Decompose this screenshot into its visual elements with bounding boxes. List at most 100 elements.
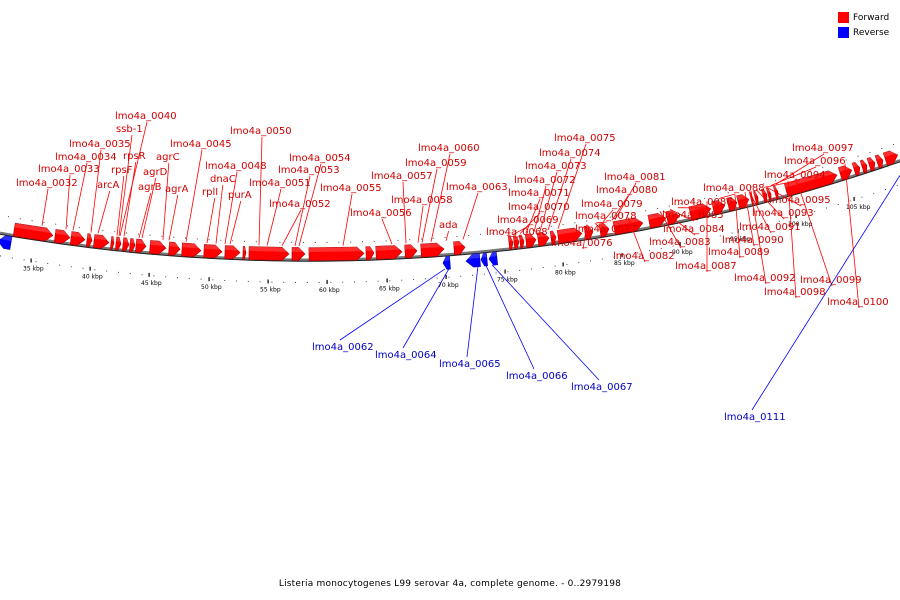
legend-forward: Forward: [838, 10, 889, 25]
minor-tick: [472, 274, 473, 276]
tick-label: 90 kbp: [672, 249, 693, 256]
minor-tick: [224, 279, 226, 281]
forward-gene[interactable]: [726, 196, 739, 212]
forward-gene[interactable]: [149, 240, 167, 255]
upper-minor-tick: [598, 218, 599, 220]
forward-gene[interactable]: [837, 164, 853, 181]
reverse-swatch: [838, 27, 849, 38]
forward-gene[interactable]: [536, 231, 550, 247]
forward-gene[interactable]: [549, 230, 557, 245]
minor-tick: [236, 280, 237, 282]
forward-gene[interactable]: [122, 237, 130, 252]
forward-gene[interactable]: [375, 245, 403, 260]
forward-gene-label: lmo4a_0072: [514, 175, 576, 186]
forward-gene[interactable]: [12, 222, 54, 242]
minor-tick: [70, 266, 72, 268]
forward-gene[interactable]: [248, 246, 290, 261]
forward-gene[interactable]: [129, 238, 136, 252]
forward-gene[interactable]: [518, 234, 525, 249]
major-tick: [89, 266, 91, 271]
forward-gene[interactable]: [224, 245, 241, 260]
forward-gene[interactable]: [598, 222, 610, 238]
forward-gene[interactable]: [647, 212, 667, 229]
forward-gene-label: lmo4a_0079: [581, 199, 643, 210]
upper-minor-tick: [456, 235, 458, 237]
major-tick: [853, 196, 855, 201]
forward-gene[interactable]: [612, 217, 644, 235]
forward-gene[interactable]: [308, 246, 365, 262]
forward-gene-label: lmo4a_0034: [55, 152, 117, 163]
forward-gene[interactable]: [524, 233, 537, 248]
forward-gene-label: lmo4a_0090: [722, 235, 784, 246]
forward-gene[interactable]: [711, 199, 727, 215]
upper-minor-tick: [751, 186, 753, 188]
upper-minor-tick: [444, 236, 446, 238]
tick-label: 50 kbp: [201, 284, 222, 291]
forward-gene[interactable]: [109, 236, 115, 250]
forward-gene[interactable]: [168, 241, 181, 256]
forward-gene[interactable]: [859, 159, 869, 174]
upper-minor-tick: [727, 192, 729, 194]
forward-gene-label: lmo4a_0080: [596, 185, 658, 196]
forward-gene-label: lmo4a_0045: [170, 139, 232, 150]
forward-gene[interactable]: [53, 229, 71, 244]
minor-tick: [696, 240, 698, 242]
forward-gene[interactable]: [181, 242, 202, 258]
forward-gene[interactable]: [783, 169, 839, 197]
forward-gene[interactable]: [69, 231, 86, 247]
forward-gene[interactable]: [203, 244, 223, 259]
upper-minor-tick: [609, 216, 611, 218]
forward-gene-label: lmo4a_0054: [289, 153, 351, 164]
upper-minor-tick: [480, 233, 481, 235]
forward-gene-label: lmo4a_0091: [739, 222, 801, 233]
forward-gene[interactable]: [242, 245, 247, 260]
upper-minor-tick: [19, 218, 21, 220]
forward-gene[interactable]: [761, 188, 768, 203]
forward-gene[interactable]: [882, 149, 900, 166]
forward-gene-label: lmo4a_0094: [764, 170, 826, 181]
forward-gene[interactable]: [420, 242, 445, 258]
tick-label: 45 kbp: [141, 280, 162, 287]
reverse-gene[interactable]: [480, 252, 488, 267]
forward-gene[interactable]: [866, 157, 877, 172]
forward-gene-label: lmo4a_0050: [230, 126, 292, 137]
minor-tick: [637, 252, 639, 254]
forward-gene[interactable]: [753, 190, 759, 205]
reverse-gene[interactable]: [442, 255, 451, 270]
upper-minor-tick: [775, 180, 776, 182]
major-tick: [621, 253, 623, 258]
reverse-gene[interactable]: [488, 251, 498, 266]
forward-gene[interactable]: [365, 246, 375, 260]
forward-gene[interactable]: [556, 227, 583, 244]
forward-gene[interactable]: [135, 238, 147, 253]
upper-minor-tick: [78, 226, 80, 228]
forward-gene-label: lmo4a_0087: [675, 261, 737, 272]
forward-gene[interactable]: [85, 233, 93, 248]
forward-gene[interactable]: [874, 154, 885, 169]
forward-gene[interactable]: [851, 161, 862, 177]
reverse-gene[interactable]: [465, 253, 481, 268]
forward-gene-label: lmo4a_0057: [371, 171, 433, 182]
minor-tick: [542, 267, 544, 269]
forward-gene[interactable]: [512, 235, 520, 250]
minor-tick: [200, 278, 202, 280]
minor-tick: [177, 277, 178, 279]
forward-gene-label: rplI: [202, 187, 218, 198]
reverse-gene[interactable]: [0, 234, 13, 250]
minor-tick: [814, 210, 816, 212]
minor-tick: [802, 214, 804, 216]
forward-gene[interactable]: [92, 234, 110, 250]
forward-gene-label: lmo4a_0053: [278, 165, 340, 176]
upper-minor-tick: [149, 234, 151, 236]
forward-gene[interactable]: [404, 244, 418, 259]
upper-minor-tick: [102, 229, 104, 231]
forward-gene-label: lmo4a_0063: [446, 182, 508, 193]
upper-minor-tick: [550, 225, 552, 227]
forward-gene[interactable]: [453, 240, 466, 256]
minor-tick: [436, 277, 438, 279]
forward-gene[interactable]: [291, 247, 306, 261]
forward-gene[interactable]: [114, 236, 122, 251]
forward-gene-label: lmo4a_0052: [269, 199, 331, 210]
upper-minor-tick: [208, 239, 210, 241]
forward-gene-label: lmo4a_0069: [497, 215, 559, 226]
